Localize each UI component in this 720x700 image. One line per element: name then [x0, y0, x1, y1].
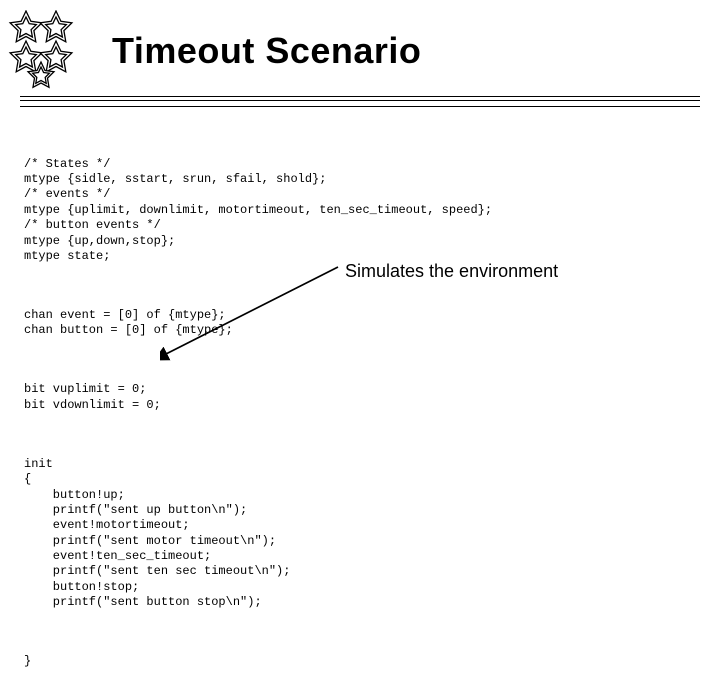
code-block-channels: chan event = [0] of {mtype}; chan button… — [24, 308, 700, 339]
divider — [20, 96, 700, 110]
code-block-close: } — [24, 654, 700, 669]
code-block-bits: bit vuplimit = 0; bit vdownlimit = 0; — [24, 382, 700, 413]
code-listing: /* States */ mtype {sidle, sstart, srun,… — [24, 126, 700, 700]
content-area: /* States */ mtype {sidle, sstart, srun,… — [0, 120, 720, 700]
annotation-label: Simulates the environment — [345, 261, 558, 282]
header-row: Timeout Scenario — [0, 0, 720, 92]
slide-title: Timeout Scenario — [112, 30, 421, 72]
code-block-states: /* States */ mtype {sidle, sstart, srun,… — [24, 157, 700, 265]
star-ornament — [8, 10, 96, 92]
code-block-init: init { button!up; printf("sent up button… — [24, 457, 700, 611]
